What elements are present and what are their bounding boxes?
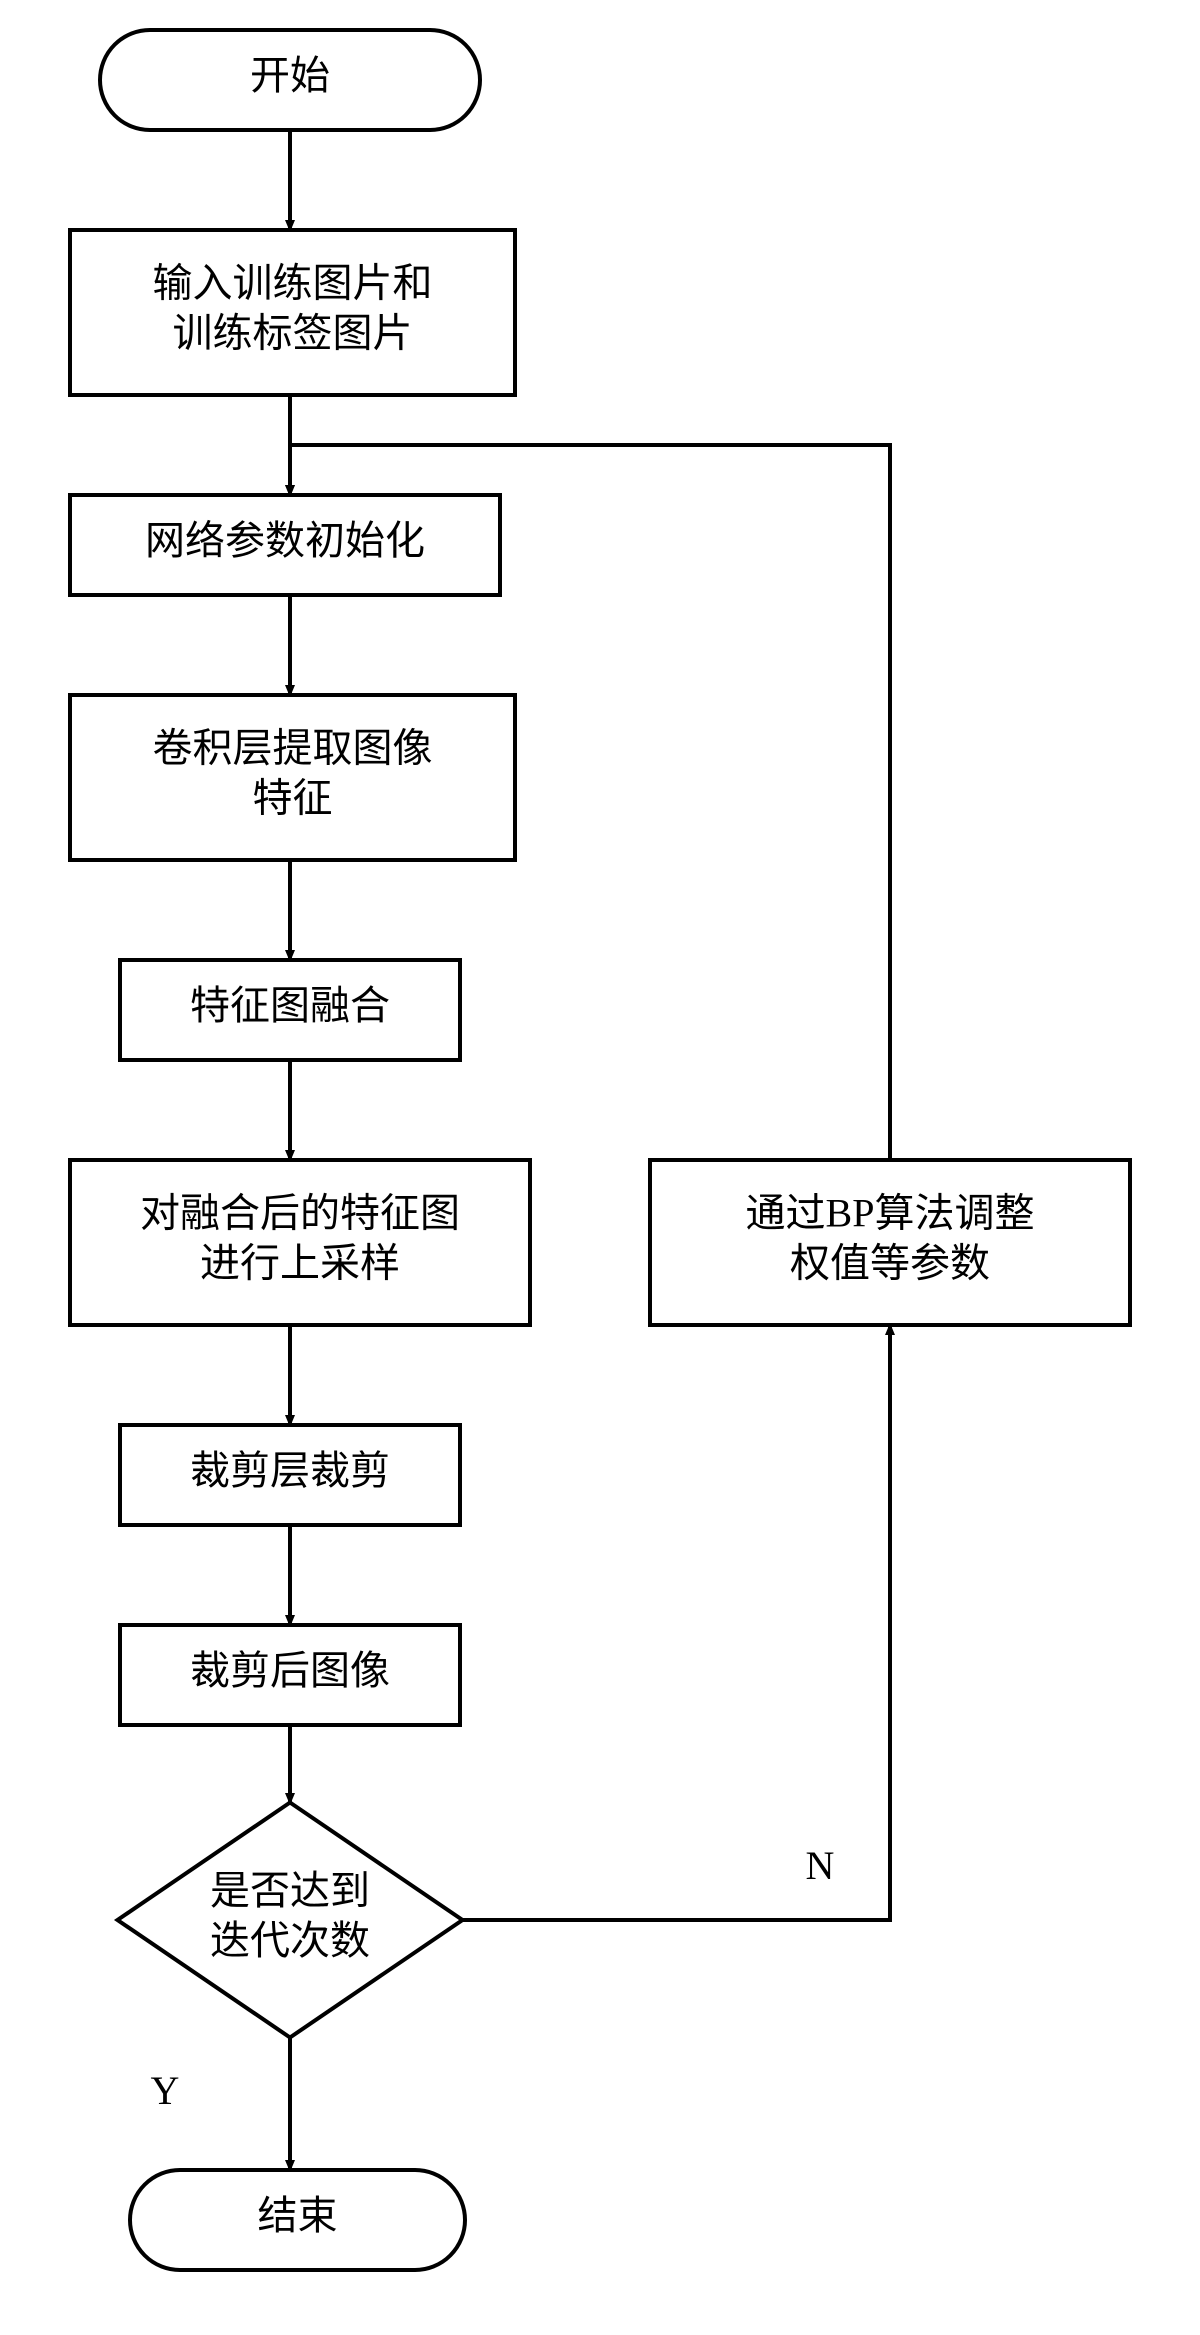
- node-cropimg: 裁剪后图像: [120, 1625, 460, 1725]
- node-label-decision-line0: 是否达到: [210, 1868, 370, 1913]
- edge-label-N: N: [806, 1843, 835, 1888]
- node-decision: 是否达到迭代次数: [118, 1803, 463, 2038]
- node-label-croplayer-line0: 裁剪层裁剪: [190, 1448, 390, 1493]
- node-label-init-line0: 网络参数初始化: [145, 518, 425, 563]
- node-label-end-line0: 结束: [258, 2193, 338, 2238]
- flowchart-canvas: YN开始输入训练图片和训练标签图片网络参数初始化卷积层提取图像特征特征图融合对融…: [0, 0, 1200, 2335]
- node-label-input-line0: 输入训练图片和: [153, 261, 433, 306]
- node-label-fusion-line0: 特征图融合: [190, 983, 390, 1028]
- node-end: 结束: [130, 2170, 465, 2270]
- node-start: 开始: [100, 30, 480, 130]
- node-label-decision-line1: 迭代次数: [210, 1918, 370, 1963]
- edge-decision-bp: [463, 1325, 890, 1920]
- node-label-upsample-line1: 进行上采样: [200, 1241, 400, 1286]
- node-label-bp-line1: 权值等参数: [790, 1241, 990, 1286]
- node-label-start-line0: 开始: [250, 53, 330, 98]
- node-conv: 卷积层提取图像特征: [70, 695, 515, 860]
- node-label-cropimg-line0: 裁剪后图像: [190, 1648, 390, 1693]
- edge-label-Y: Y: [151, 2068, 180, 2113]
- node-label-conv-line0: 卷积层提取图像: [153, 726, 433, 771]
- node-upsample: 对融合后的特征图进行上采样: [70, 1160, 530, 1325]
- node-label-upsample-line0: 对融合后的特征图: [140, 1191, 460, 1236]
- node-label-conv-line1: 特征: [253, 776, 333, 821]
- node-label-bp-line0: 通过BP算法调整: [746, 1191, 1035, 1236]
- node-fusion: 特征图融合: [120, 960, 460, 1060]
- node-label-input-line1: 训练标签图片: [173, 311, 413, 356]
- node-init: 网络参数初始化: [70, 495, 500, 595]
- nodes-group: 开始输入训练图片和训练标签图片网络参数初始化卷积层提取图像特征特征图融合对融合后…: [70, 30, 1130, 2270]
- node-input: 输入训练图片和训练标签图片: [70, 230, 515, 395]
- node-croplayer: 裁剪层裁剪: [120, 1425, 460, 1525]
- node-bp: 通过BP算法调整权值等参数: [650, 1160, 1130, 1325]
